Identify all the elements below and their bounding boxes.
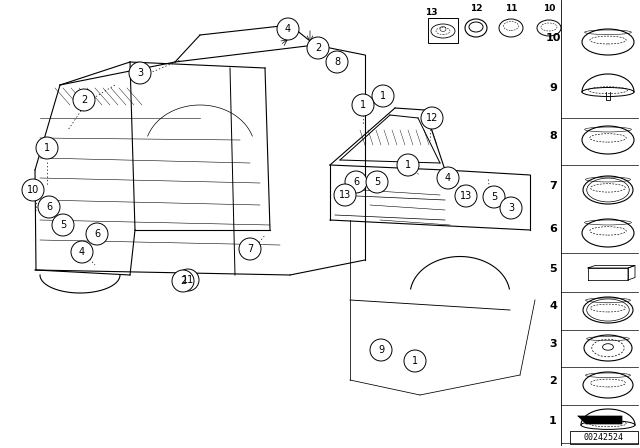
Text: 3: 3 — [508, 203, 514, 213]
Text: 2: 2 — [81, 95, 87, 105]
Circle shape — [277, 18, 299, 40]
Text: 2: 2 — [180, 276, 186, 286]
Text: 1: 1 — [412, 356, 418, 366]
Circle shape — [129, 62, 151, 84]
Text: 5: 5 — [549, 264, 557, 274]
Circle shape — [73, 89, 95, 111]
Text: 1: 1 — [44, 143, 50, 153]
Text: 2: 2 — [315, 43, 321, 53]
Circle shape — [421, 107, 443, 129]
Text: 3: 3 — [549, 339, 557, 349]
Circle shape — [483, 186, 505, 208]
Circle shape — [326, 51, 348, 73]
Text: 12: 12 — [426, 113, 438, 123]
Text: 4: 4 — [445, 173, 451, 183]
Text: 1: 1 — [380, 91, 386, 101]
Text: 5: 5 — [60, 220, 66, 230]
Text: 10: 10 — [27, 185, 39, 195]
Text: 1: 1 — [405, 160, 411, 170]
Text: 13: 13 — [460, 191, 472, 201]
Text: 5: 5 — [374, 177, 380, 187]
Text: 3: 3 — [137, 68, 143, 78]
Text: 9: 9 — [549, 83, 557, 93]
Text: 11: 11 — [505, 4, 517, 13]
Text: 1: 1 — [549, 416, 557, 426]
Circle shape — [172, 270, 194, 292]
Circle shape — [36, 137, 58, 159]
Bar — [570, 431, 638, 444]
Text: 4: 4 — [285, 24, 291, 34]
Circle shape — [71, 241, 93, 263]
Circle shape — [500, 197, 522, 219]
Text: 10: 10 — [543, 4, 555, 13]
Circle shape — [239, 238, 261, 260]
Circle shape — [397, 154, 419, 176]
Circle shape — [177, 269, 199, 291]
Text: 6: 6 — [549, 224, 557, 234]
Circle shape — [52, 214, 74, 236]
Circle shape — [38, 196, 60, 218]
Text: 10: 10 — [545, 33, 561, 43]
Text: 2: 2 — [549, 376, 557, 386]
Text: 5: 5 — [491, 192, 497, 202]
Circle shape — [22, 179, 44, 201]
Polygon shape — [578, 416, 622, 424]
Text: 00242524: 00242524 — [584, 432, 624, 441]
Text: 4: 4 — [549, 301, 557, 311]
Text: 4: 4 — [79, 247, 85, 257]
Circle shape — [334, 184, 356, 206]
Text: 6: 6 — [94, 229, 100, 239]
Circle shape — [455, 185, 477, 207]
Text: 6: 6 — [46, 202, 52, 212]
Text: 6: 6 — [353, 177, 359, 187]
Circle shape — [86, 223, 108, 245]
Circle shape — [437, 167, 459, 189]
Text: 8: 8 — [334, 57, 340, 67]
Circle shape — [352, 94, 374, 116]
Text: 13: 13 — [339, 190, 351, 200]
Text: 11: 11 — [182, 275, 194, 285]
Text: 8: 8 — [549, 131, 557, 141]
Circle shape — [372, 85, 394, 107]
Text: 7: 7 — [247, 244, 253, 254]
Circle shape — [370, 339, 392, 361]
Circle shape — [366, 171, 388, 193]
Text: 7: 7 — [549, 181, 557, 191]
Text: 1: 1 — [360, 100, 366, 110]
Text: 12: 12 — [470, 4, 483, 13]
Text: 9: 9 — [378, 345, 384, 355]
Text: 13: 13 — [425, 8, 437, 17]
Circle shape — [345, 171, 367, 193]
Circle shape — [404, 350, 426, 372]
Circle shape — [307, 37, 329, 59]
Bar — [428, 18, 458, 43]
